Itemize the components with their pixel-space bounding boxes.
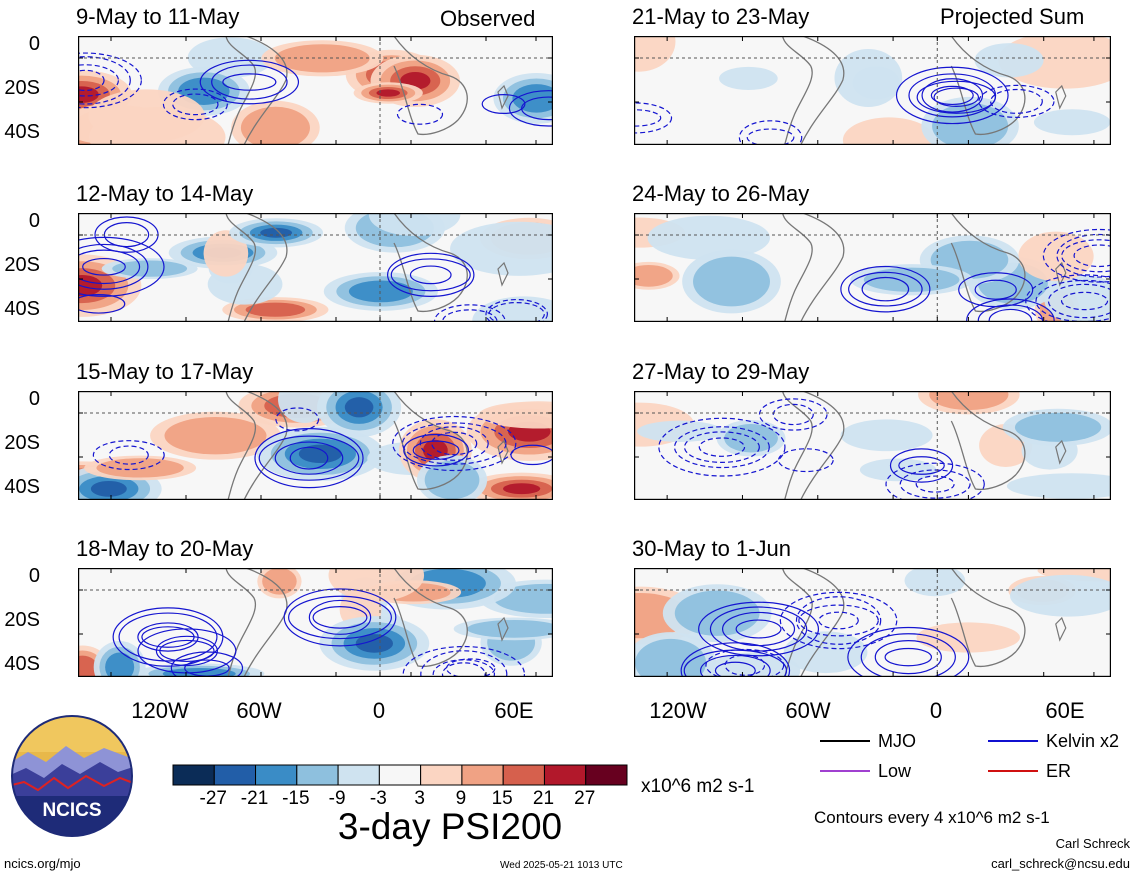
map-panel — [78, 391, 553, 500]
y-tick-label: 40S — [4, 298, 40, 320]
legend-label: ER — [1046, 761, 1072, 781]
y-tick-label: 0 — [28, 565, 40, 587]
legend-label: MJO — [878, 731, 916, 751]
colorbar-tick-label: 27 — [574, 788, 596, 809]
panel-title: 30-May to 1-Jun — [632, 536, 791, 561]
panel-title: 12-May to 14-May — [76, 181, 254, 206]
y-tick-label: 40S — [4, 476, 40, 498]
colorbar-tick-label: -9 — [328, 788, 346, 809]
legend-line — [988, 770, 1038, 772]
x-tick-label: 120W — [649, 698, 707, 723]
colorbar-tick-label: -3 — [369, 788, 387, 809]
colorbar-tick-label: 9 — [455, 788, 467, 809]
panel-title: 15-May to 17-May — [76, 359, 254, 384]
units-label: x10^6 m2 s-1 — [641, 776, 755, 797]
legend-label: Low — [878, 761, 912, 781]
ncics-logo: NCICS — [11, 715, 133, 837]
colorbar-swatch — [420, 764, 463, 786]
observed-label: Observed — [440, 6, 536, 31]
x-tick-label: 60E — [494, 698, 534, 723]
colorbar-swatch — [213, 764, 257, 786]
colorbar-tick-label: 21 — [532, 788, 555, 809]
colorbar-swatch — [461, 764, 504, 786]
panel-title: 21-May to 23-May — [632, 4, 810, 29]
panel-title: 24-May to 26-May — [632, 181, 810, 206]
panel-title: 9-May to 11-May — [76, 4, 240, 29]
colorbar-swatch — [543, 764, 587, 786]
map-panel — [78, 213, 553, 322]
colorbar-tick-label: -27 — [199, 788, 227, 809]
legend-line — [820, 740, 870, 742]
legend-line — [820, 770, 870, 772]
y-tick-label: 0 — [28, 33, 40, 55]
colorbar-tick-label: 15 — [491, 788, 513, 809]
legend-label: Kelvin x2 — [1046, 731, 1120, 751]
colorbar-swatch — [378, 764, 422, 786]
y-tick-label: 0 — [28, 210, 40, 232]
colorbar-swatch — [502, 764, 545, 786]
y-tick-label: 40S — [4, 653, 40, 675]
colorbar-swatch — [296, 764, 339, 786]
map-panel — [634, 36, 1111, 145]
panel-title: 18-May to 20-May — [76, 536, 254, 561]
map-panel — [634, 213, 1111, 322]
map-panel — [634, 568, 1111, 677]
footer-url[interactable]: ncics.org/mjo — [4, 856, 81, 871]
colorbar-swatch — [585, 764, 628, 786]
panel-title: 27-May to 29-May — [632, 359, 810, 384]
y-tick-label: 20S — [4, 77, 40, 99]
logo-text: NCICS — [42, 800, 101, 821]
projected-label: Projected Sum — [940, 4, 1085, 29]
y-tick-label: 40S — [4, 121, 40, 143]
map-panel — [78, 568, 553, 677]
y-tick-label: 20S — [4, 254, 40, 276]
y-tick-label: 0 — [28, 388, 40, 410]
x-tick-label: 60E — [1045, 698, 1085, 723]
colorbar-swatch — [172, 764, 215, 786]
y-tick-label: 20S — [4, 609, 40, 631]
colorbar-swatch — [255, 764, 298, 786]
main-title: 3-day PSI200 — [337, 806, 563, 847]
map-panel — [78, 36, 553, 145]
colorbar-tick-label: -15 — [282, 788, 310, 809]
colorbar — [172, 764, 628, 786]
x-tick-label: 0 — [929, 698, 943, 723]
timestamp: Wed 2025-05-21 1013 UTC — [500, 860, 623, 871]
email[interactable]: carl_schreck@ncsu.edu — [991, 856, 1130, 871]
x-tick-label: 0 — [372, 698, 386, 723]
colorbar-swatch — [337, 764, 380, 786]
contour-note: Contours every 4 x10^6 m2 s-1 — [814, 808, 1050, 827]
colorbar-tick-label: -21 — [240, 788, 269, 809]
legend-line — [988, 740, 1038, 742]
x-tick-label: 120W — [131, 698, 189, 723]
y-tick-label: 20S — [4, 432, 40, 454]
x-tick-label: 60W — [236, 698, 282, 723]
map-panel — [634, 391, 1111, 500]
author: Carl Schreck — [1055, 836, 1130, 851]
colorbar-tick-label: 3 — [414, 788, 425, 809]
x-tick-label: 60W — [785, 698, 831, 723]
